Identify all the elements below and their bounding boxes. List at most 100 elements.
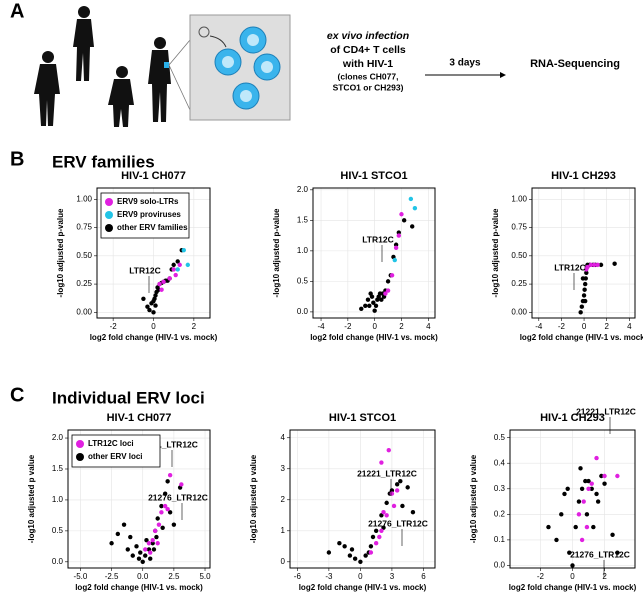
y-tick-label: 1.5 — [52, 464, 64, 473]
data-point — [171, 267, 176, 272]
data-point — [146, 541, 152, 546]
x-tick-label: 0 — [372, 322, 377, 331]
data-point — [175, 267, 180, 272]
annotation: 21276_LTR12C — [570, 549, 630, 559]
x-tick-label: 2.5 — [168, 572, 180, 581]
data-point — [578, 310, 583, 315]
data-point — [582, 287, 587, 292]
data-point — [128, 534, 133, 540]
data-point — [162, 491, 168, 496]
data-point — [372, 308, 377, 313]
data-point — [399, 212, 404, 217]
chart-title: HIV-1 CH293 — [551, 170, 616, 182]
data-point — [156, 522, 162, 527]
annotation: 21221_LTR12C — [576, 406, 636, 416]
data-point — [594, 491, 599, 497]
text-line: with HIV-1 — [342, 58, 393, 70]
data-point — [167, 472, 173, 478]
x-tick-label: 5.0 — [199, 572, 211, 581]
plot-area — [290, 430, 435, 568]
data-point — [148, 556, 153, 561]
data-point — [171, 522, 177, 527]
data-point — [567, 550, 572, 555]
legend-swatch — [76, 453, 84, 461]
x-tick-label: 0 — [358, 572, 363, 581]
legend-label: ERV9 solo-LTRs — [117, 197, 179, 206]
data-point — [580, 276, 586, 281]
annotation: 21221_LTR12C — [138, 439, 198, 449]
x-axis-label: log2 fold change (HIV-1 vs. mock) — [90, 333, 218, 342]
output: RNA-Sequencing — [530, 58, 620, 70]
data-point — [401, 218, 407, 223]
data-point — [130, 553, 135, 558]
data-point — [610, 532, 615, 537]
zoom-lines — [168, 39, 191, 111]
data-point — [349, 547, 355, 552]
y-tick-label: 0.5 — [494, 433, 506, 442]
data-point — [581, 499, 586, 504]
data-point — [143, 553, 148, 558]
annotation: 21276_LTR12C — [148, 492, 208, 502]
panel-label: B — [10, 148, 24, 170]
x-tick-label: -2.5 — [105, 572, 119, 581]
y-tick-label: 0.00 — [511, 307, 527, 316]
data-point — [165, 507, 170, 512]
data-point — [140, 559, 145, 565]
data-point — [389, 491, 395, 496]
legend-label: other ERV loci — [88, 452, 143, 461]
data-point — [161, 279, 166, 285]
data-point — [185, 262, 191, 268]
chart-title: HIV-1 STCO1 — [340, 170, 407, 182]
y-tick-label: 1.00 — [76, 194, 92, 203]
panel-label: A — [10, 0, 24, 22]
data-point — [412, 205, 418, 211]
data-point — [583, 478, 588, 484]
data-point — [615, 550, 620, 555]
x-axis-label: log2 fold change (HIV-1 vs. mock) — [509, 583, 637, 592]
data-point — [365, 297, 371, 302]
data-point — [115, 531, 121, 537]
data-point — [584, 512, 590, 517]
y-axis-label: -log10 adjusted p value — [469, 454, 478, 543]
y-tick-label: 0.2 — [494, 509, 506, 518]
cells — [214, 26, 281, 110]
y-tick-label: 1.0 — [297, 246, 309, 255]
data-point — [579, 486, 585, 491]
x-tick-label: 2 — [602, 572, 607, 581]
duration: 3 days — [449, 58, 481, 69]
data-point — [384, 500, 389, 506]
x-axis-label: log2 fold change (HIV-1 vs. mock) — [75, 583, 203, 592]
panel-label: C — [10, 384, 24, 406]
y-tick-label: 1.0 — [52, 495, 64, 504]
data-point — [582, 298, 588, 304]
x-tick-label: -2 — [344, 322, 352, 331]
legend-box — [100, 192, 190, 239]
data-point — [358, 559, 363, 564]
data-point — [410, 509, 416, 515]
legend-swatch — [105, 198, 113, 206]
chart-title: HIV-1 CH077 — [107, 412, 172, 424]
x-tick-label: -2 — [537, 572, 545, 581]
x-tick-label: -4 — [317, 322, 325, 331]
data-point — [370, 534, 376, 540]
plot-frame — [67, 429, 211, 569]
y-tick-label: 1 — [281, 526, 286, 535]
plot-frame — [96, 187, 211, 319]
data-point — [155, 516, 160, 521]
data-point — [389, 273, 395, 278]
data-point — [578, 466, 583, 471]
data-point — [391, 503, 397, 509]
chart-title: HIV-1 STCO1 — [329, 412, 396, 424]
y-axis-label: -log10 adjusted p value — [27, 454, 36, 543]
data-point — [369, 294, 375, 299]
y-tick-label: 0.4 — [494, 458, 506, 467]
data-point — [148, 550, 153, 555]
legend-label: other ERV families — [117, 223, 188, 232]
x-tick-label: 2 — [604, 322, 609, 331]
data-point — [570, 563, 575, 568]
data-point — [612, 261, 617, 266]
data-point — [150, 541, 155, 546]
data-point — [155, 541, 160, 546]
data-point — [179, 482, 184, 487]
